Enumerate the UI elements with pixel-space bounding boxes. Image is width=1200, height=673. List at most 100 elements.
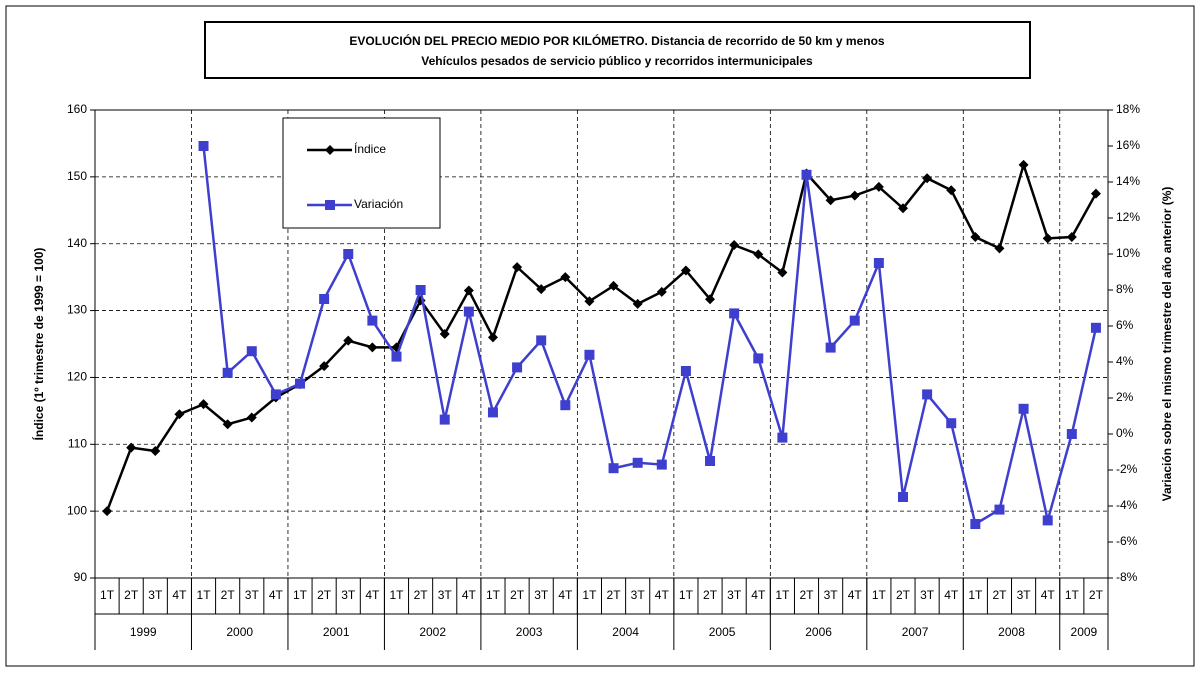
year-label: 2000 [226, 625, 253, 639]
year-label: 2009 [1071, 625, 1098, 639]
data-point [343, 335, 354, 346]
x-tick-label: 4T [462, 588, 477, 602]
data-point [801, 169, 812, 180]
y-tick-label: 140 [67, 236, 87, 250]
data-point [319, 294, 330, 304]
y2-tick-label: -8% [1116, 570, 1138, 584]
y2-tick-label: 0% [1116, 426, 1134, 440]
legend-box [282, 117, 441, 229]
x-tick-label: 3T [148, 588, 163, 602]
data-point [367, 315, 378, 326]
x-tick-label: 4T [172, 588, 187, 602]
data-point [680, 366, 691, 376]
data-point [198, 141, 209, 151]
data-point [994, 504, 1005, 515]
x-tick-label: 3T [727, 588, 742, 602]
data-point [1042, 233, 1053, 244]
data-point [705, 294, 716, 305]
data-point [150, 445, 161, 456]
x-tick-label: 4T [848, 588, 863, 602]
year-label: 1999 [130, 625, 157, 639]
data-point [922, 173, 933, 184]
data-point [126, 442, 137, 453]
x-tick-label: 1T [679, 588, 694, 602]
x-tick-label: 1T [582, 588, 597, 602]
data-point [198, 399, 209, 410]
x-tick-label: 3T [1017, 588, 1032, 602]
data-point [439, 328, 450, 339]
chart-title: EVOLUCIÓN DEL PRECIO MEDIO POR KILÓMETRO… [349, 33, 885, 48]
data-point [222, 419, 233, 430]
year-label: 2004 [612, 625, 639, 639]
x-tick-label: 4T [269, 588, 284, 602]
y-tick-label: 130 [67, 303, 87, 317]
y2-axis-label: Variación sobre el mismo trimestre del a… [1160, 187, 1174, 502]
data-point [439, 414, 450, 425]
x-tick-label: 4T [558, 588, 573, 602]
y2-tick-label: -6% [1116, 534, 1138, 548]
y2-tick-label: 2% [1116, 390, 1134, 404]
y2-tick-label: 4% [1116, 354, 1134, 368]
data-point [174, 409, 185, 420]
x-tick-label: 2T [510, 588, 525, 602]
data-point [584, 349, 595, 360]
data-point [463, 285, 474, 296]
legend-marker [325, 200, 335, 210]
x-tick-label: 1T [968, 588, 983, 602]
x-tick-label: 4T [751, 588, 766, 602]
data-point [512, 362, 523, 373]
x-tick-label: 1T [775, 588, 790, 602]
data-point [512, 262, 523, 273]
data-point [946, 185, 957, 196]
data-point [608, 463, 619, 474]
data-point [1042, 515, 1053, 526]
x-tick-label: 2T [124, 588, 139, 602]
y-tick-label: 160 [67, 102, 87, 116]
data-point [849, 190, 860, 201]
x-tick-label: 3T [824, 588, 839, 602]
year-label: 2003 [516, 625, 543, 639]
x-tick-label: 1T [872, 588, 887, 602]
y-tick-label: 150 [67, 169, 87, 183]
data-point [584, 296, 595, 307]
data-point [705, 456, 716, 466]
y2-tick-label: -4% [1116, 498, 1138, 512]
data-point [1018, 403, 1029, 414]
data-point [487, 332, 498, 343]
title-box [204, 21, 1031, 79]
legend-label: Variación [354, 197, 403, 211]
data-point [246, 412, 257, 423]
x-tick-label: 1T [1065, 588, 1080, 602]
x-tick-label: 4T [944, 588, 959, 602]
data-point [415, 285, 426, 295]
y-tick-label: 100 [67, 503, 87, 517]
x-tick-label: 1T [293, 588, 308, 602]
x-tick-label: 2T [221, 588, 236, 602]
data-point [656, 459, 667, 470]
data-point [680, 265, 691, 276]
x-tick-label: 2T [703, 588, 718, 602]
year-label: 2008 [998, 625, 1025, 639]
x-tick-label: 1T [197, 588, 212, 602]
y-tick-label: 110 [68, 436, 87, 450]
x-tick-label: 2T [317, 588, 332, 602]
data-point [1066, 429, 1077, 439]
y-tick-label: 120 [67, 370, 87, 384]
year-label: 2007 [902, 625, 929, 639]
data-point [729, 308, 740, 319]
x-tick-label: 1T [100, 588, 115, 602]
x-tick-label: 4T [365, 588, 380, 602]
y2-tick-label: 8% [1116, 282, 1134, 296]
y2-tick-label: 12% [1116, 210, 1140, 224]
data-point [608, 280, 619, 291]
year-label: 2005 [709, 625, 736, 639]
data-point [970, 232, 981, 243]
data-point [560, 272, 571, 283]
data-point [102, 506, 113, 517]
data-point [994, 243, 1005, 254]
year-label: 2002 [419, 625, 446, 639]
y-axis-label: Índice (1º trimestre de 1999 = 100) [31, 248, 46, 441]
data-point [222, 367, 233, 378]
data-point [777, 267, 788, 278]
